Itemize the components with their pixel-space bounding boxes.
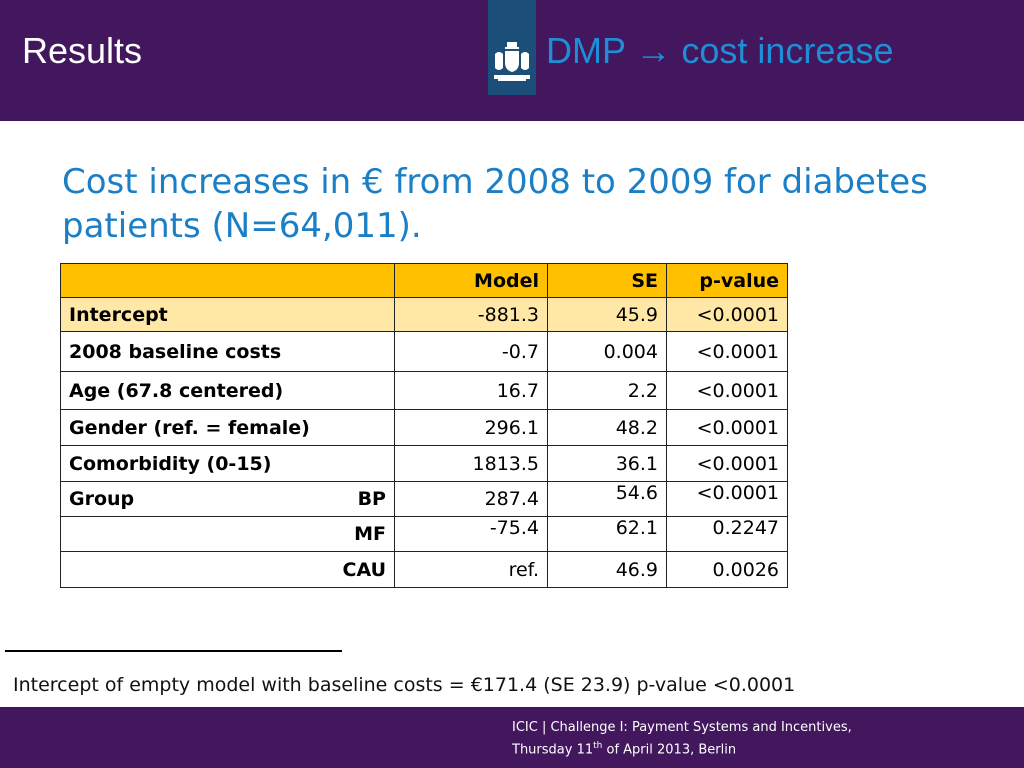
model-value: ref.	[394, 551, 548, 588]
model-value: -75.4	[394, 516, 548, 552]
table-row: MF -75.4 62.1 0.2247	[60, 516, 788, 552]
footer-line1: ICIC | Challenge I: Payment Systems and …	[512, 720, 852, 735]
se-value: 2.2	[547, 371, 667, 410]
footer-date-pre: Thursday 11	[512, 742, 594, 758]
arrow-right-icon: →	[635, 30, 672, 71]
logo-strip	[488, 0, 536, 95]
footer-bar: ICIC | Challenge I: Payment Systems and …	[0, 707, 1024, 768]
table-row: CAU ref. 46.9 0.0026	[60, 551, 788, 588]
header-cell-model: Model	[394, 263, 548, 298]
row-label: Age (67.8 centered)	[60, 371, 395, 410]
se-value: 46.9	[547, 551, 667, 588]
coat-of-arms-icon	[494, 42, 530, 81]
table-row: Age (67.8 centered) 16.7 2.2 <0.0001	[60, 371, 788, 410]
table-row: Intercept -881.3 45.9 <0.0001	[60, 297, 788, 332]
model-value: 296.1	[394, 409, 548, 446]
p-value: <0.0001	[666, 481, 788, 517]
row-label: Comorbidity (0-15)	[60, 445, 395, 482]
header-cell-label	[60, 263, 395, 298]
table-row: 2008 baseline costs -0.7 0.004 <0.0001	[60, 331, 788, 372]
footnote: Intercept of empty model with baseline c…	[13, 674, 796, 696]
model-value: 287.4	[394, 481, 548, 517]
row-label: Group BP	[60, 481, 395, 517]
row-label: Intercept	[60, 297, 395, 332]
model-value: -0.7	[394, 331, 548, 372]
table-row: Group BP 287.4 54.6 <0.0001	[60, 481, 788, 517]
row-label: 2008 baseline costs	[60, 331, 395, 372]
p-value: <0.0001	[666, 331, 788, 372]
row-label: CAU	[60, 551, 395, 588]
slide-heading: Cost increases in € from 2008 to 2009 fo…	[62, 162, 928, 246]
table-header-row: Model SE p-value	[60, 263, 788, 298]
footer-line2: Thursday 11th of April 2013, Berlin	[512, 737, 852, 759]
header-cell-se: SE	[547, 263, 667, 298]
group-label: Group	[69, 488, 135, 510]
p-value: 0.0026	[666, 551, 788, 588]
p-value: <0.0001	[666, 445, 788, 482]
group-sub-label: BP	[357, 488, 386, 510]
footnote-divider	[5, 650, 342, 652]
p-value: <0.0001	[666, 297, 788, 332]
se-value: 54.6	[547, 481, 667, 517]
slide-subtitle: DMP → cost increase	[546, 30, 894, 72]
p-value: <0.0001	[666, 409, 788, 446]
row-label: Gender (ref. = female)	[60, 409, 395, 446]
p-value: <0.0001	[666, 371, 788, 410]
model-value: 1813.5	[394, 445, 548, 482]
se-value: 45.9	[547, 297, 667, 332]
model-value: 16.7	[394, 371, 548, 410]
table-row: Comorbidity (0-15) 1813.5 36.1 <0.0001	[60, 445, 788, 482]
se-value: 62.1	[547, 516, 667, 552]
footer-date-post: of April 2013, Berlin	[602, 742, 737, 758]
slide-title: Results	[22, 30, 143, 71]
row-label: MF	[60, 516, 395, 552]
subtitle-right: cost increase	[681, 30, 894, 71]
footer-date-sup: th	[593, 741, 603, 751]
table-row: Gender (ref. = female) 296.1 48.2 <0.000…	[60, 409, 788, 446]
p-value: 0.2247	[666, 516, 788, 552]
se-value: 36.1	[547, 445, 667, 482]
se-value: 48.2	[547, 409, 667, 446]
footer-text: ICIC | Challenge I: Payment Systems and …	[512, 719, 852, 759]
subtitle-left: DMP	[546, 30, 626, 71]
header-cell-pvalue: p-value	[666, 263, 788, 298]
model-value: -881.3	[394, 297, 548, 332]
header-bar: Results DMP → cost increase	[0, 0, 1024, 121]
se-value: 0.004	[547, 331, 667, 372]
results-table: Model SE p-value Intercept -881.3 45.9 <…	[60, 263, 788, 588]
